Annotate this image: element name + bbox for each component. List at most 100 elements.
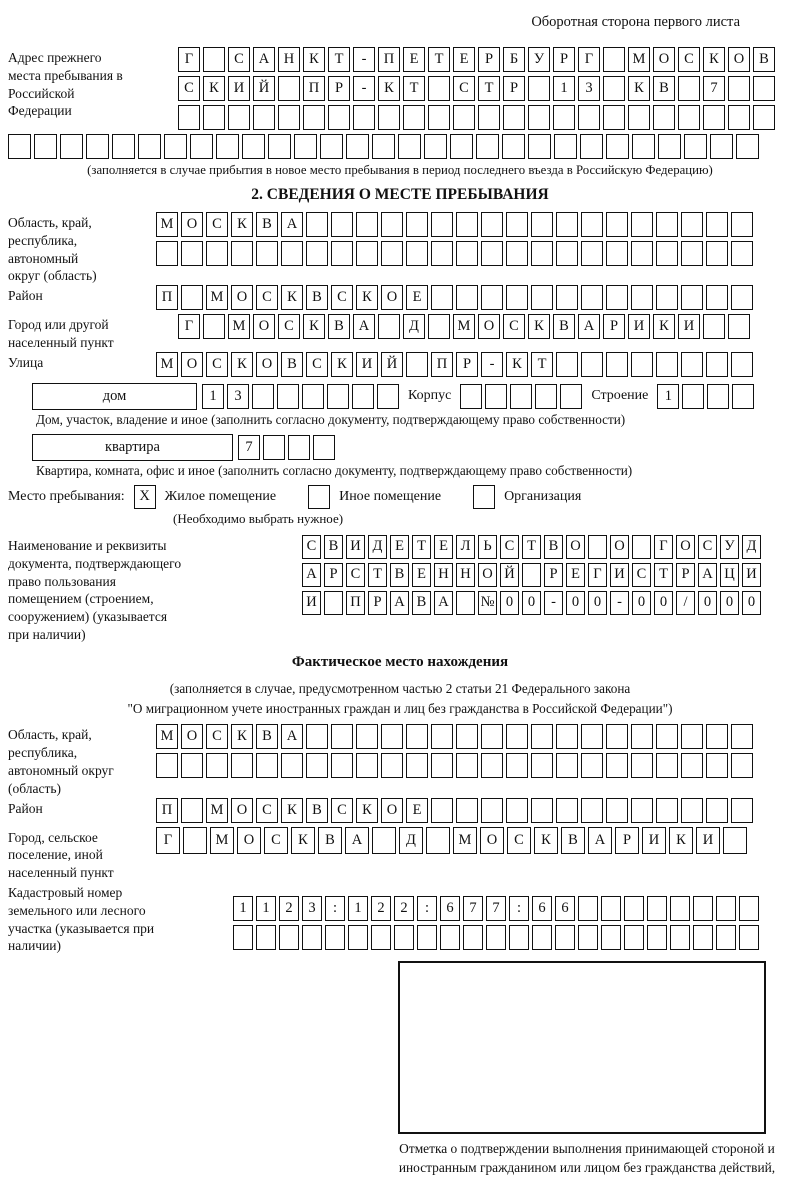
char-cell — [228, 105, 250, 130]
char-cell: С — [256, 797, 278, 823]
char-cell: 7 — [486, 896, 506, 922]
char-cell — [306, 753, 328, 779]
char-cell — [531, 753, 553, 779]
char-cell — [606, 797, 628, 823]
char-cell: 6 — [555, 896, 575, 922]
char-cell — [481, 797, 503, 823]
char-cell — [156, 753, 178, 779]
char-cell: 0 — [522, 590, 541, 615]
char-cell — [739, 896, 759, 922]
char-cell — [450, 134, 473, 159]
char-cell — [456, 753, 478, 779]
char-cell: Ь — [478, 534, 497, 559]
char-cell: Б — [503, 47, 525, 72]
char-cell: П — [156, 797, 178, 823]
char-cell — [252, 383, 274, 409]
char-cell: К — [281, 797, 303, 823]
char-cell: : — [417, 896, 437, 922]
char-cell: И — [610, 562, 629, 587]
char-cell — [581, 212, 603, 237]
char-cell: Е — [412, 562, 431, 587]
prev-address-note: (заполняется в случае прибытия в новое м… — [87, 163, 713, 177]
char-cell — [707, 383, 730, 409]
char-cell: Й — [381, 351, 403, 377]
char-cell: О — [237, 826, 261, 854]
char-cell — [348, 925, 368, 951]
char-cell: С — [507, 826, 531, 854]
char-cell — [509, 925, 529, 951]
char-cell — [693, 925, 713, 951]
char-cell: 3 — [302, 896, 322, 922]
char-cell: 1 — [256, 896, 276, 922]
char-cell — [631, 351, 653, 377]
char-cell — [728, 314, 750, 340]
char-cell: А — [588, 826, 612, 854]
char-cell: П — [378, 47, 400, 72]
char-cell: 6 — [532, 896, 552, 922]
cadastral-label: Кадастровый номер земельного или лесного… — [8, 885, 155, 954]
char-cell — [606, 724, 628, 750]
char-cell: 0 — [588, 590, 607, 615]
char-cell: С — [206, 724, 228, 750]
char-cell: К — [356, 797, 378, 823]
char-cell — [681, 724, 703, 750]
char-cell — [112, 134, 135, 159]
char-cell: - — [610, 590, 629, 615]
char-cell — [601, 925, 621, 951]
char-cell — [294, 134, 317, 159]
char-cell: С — [331, 285, 353, 311]
char-cell — [8, 134, 31, 159]
char-cell — [656, 241, 678, 266]
char-cell: 0 — [698, 590, 717, 615]
char-cell: О — [381, 285, 403, 311]
char-cell: О — [478, 314, 500, 340]
char-cell: Р — [324, 562, 343, 587]
char-cell: № — [478, 590, 497, 615]
char-cell: К — [331, 351, 353, 377]
char-cell — [281, 753, 303, 779]
stay-note: (Необходимо выбрать нужное) — [173, 510, 344, 526]
char-cell — [656, 724, 678, 750]
char-cell — [670, 925, 690, 951]
char-cell — [406, 241, 428, 266]
char-cell — [624, 925, 644, 951]
char-cell — [684, 134, 707, 159]
char-cell — [398, 134, 421, 159]
char-cell — [560, 383, 583, 409]
char-cell — [481, 753, 503, 779]
char-cell — [371, 925, 391, 951]
char-cell: О — [181, 212, 203, 237]
char-cell: М — [206, 285, 228, 311]
char-cell: 0 — [632, 590, 651, 615]
char-cell — [431, 724, 453, 750]
char-cell — [670, 896, 690, 922]
char-cell: О — [566, 534, 585, 559]
char-cell — [656, 212, 678, 237]
char-cell — [681, 285, 703, 311]
char-cell — [431, 212, 453, 237]
char-cell — [531, 285, 553, 311]
char-cell — [656, 351, 678, 377]
char-cell: Р — [553, 47, 575, 72]
char-cell: В — [324, 534, 343, 559]
confirmation-caption: Отметка о подтверждении выполнения прини… — [398, 1141, 776, 1180]
char-cell — [256, 925, 276, 951]
char-cell — [320, 134, 343, 159]
char-cell — [281, 241, 303, 266]
char-cell — [302, 925, 322, 951]
char-cell — [303, 105, 325, 130]
char-cell: К — [203, 76, 225, 101]
char-cell: Т — [478, 76, 500, 101]
actual-location-note-1: (заполняется в случае, предусмотренном ч… — [169, 680, 631, 696]
char-cell — [506, 212, 528, 237]
char-cell — [535, 383, 558, 409]
char-cell: М — [156, 724, 178, 750]
char-cell: Н — [456, 562, 475, 587]
char-cell: С — [306, 351, 328, 377]
char-cell — [631, 797, 653, 823]
char-cell: О — [480, 826, 504, 854]
char-cell — [703, 105, 725, 130]
